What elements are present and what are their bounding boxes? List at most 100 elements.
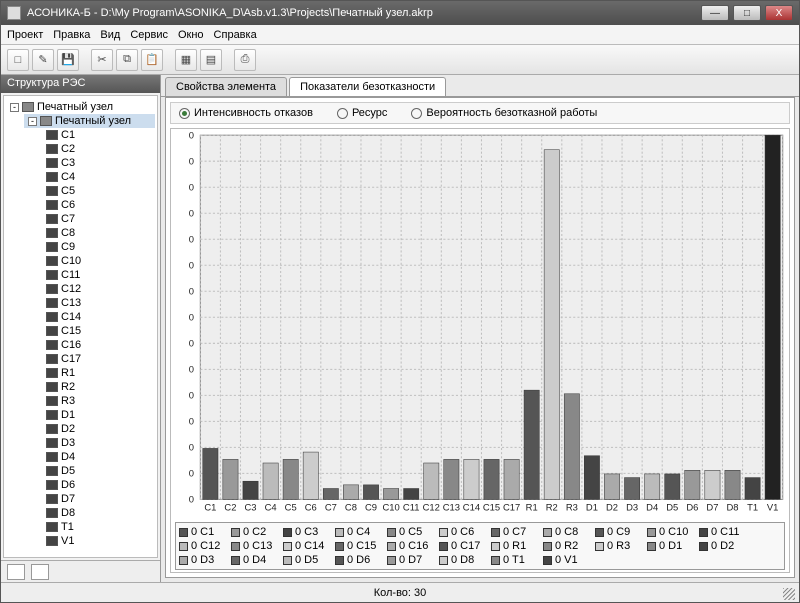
tree-leaf-D7[interactable]: D7 [42, 492, 155, 506]
svg-text:C11: C11 [403, 503, 420, 513]
bar-C5 [283, 459, 298, 499]
tab-properties[interactable]: Свойства элемента [165, 77, 287, 96]
legend-swatch-icon [647, 542, 656, 551]
tree-leaf-T1[interactable]: T1 [42, 520, 155, 534]
toolbar-button-11[interactable]: ⎙ [234, 49, 256, 71]
tree-leaf-C6[interactable]: C6 [42, 198, 155, 212]
legend-label: 0 C3 [295, 526, 318, 538]
resize-grip-icon[interactable] [783, 588, 795, 600]
tree-leaf-D8[interactable]: D8 [42, 506, 155, 520]
menu-item-2[interactable]: Вид [100, 29, 120, 41]
tree-expand-icon[interactable]: - [10, 103, 19, 112]
tree-leaf-D4[interactable]: D4 [42, 450, 155, 464]
tree-leaf-label: C2 [61, 143, 75, 155]
menu-item-5[interactable]: Справка [214, 29, 257, 41]
tree-leaf-C4[interactable]: C4 [42, 170, 155, 184]
chip-icon [46, 382, 58, 392]
svg-text:C4: C4 [265, 503, 277, 513]
tree-leaf-D2[interactable]: D2 [42, 422, 155, 436]
menu-item-1[interactable]: Правка [53, 29, 90, 41]
legend-swatch-icon [439, 556, 448, 565]
tree-leaf-C3[interactable]: C3 [42, 156, 155, 170]
svg-text:C7: C7 [325, 503, 337, 513]
svg-text:0: 0 [189, 443, 194, 453]
tree-leaf-C16[interactable]: C16 [42, 338, 155, 352]
tree-leaf-R1[interactable]: R1 [42, 366, 155, 380]
tree-leaf-R3[interactable]: R3 [42, 394, 155, 408]
tree-leaf-label: C11 [61, 269, 80, 281]
legend-item-C11: 0 C11 [699, 526, 743, 538]
tree-leaf-C9[interactable]: C9 [42, 240, 155, 254]
menu-item-3[interactable]: Сервис [130, 29, 168, 41]
chip-icon [46, 396, 58, 406]
toolbar-button-2[interactable]: 💾 [57, 49, 79, 71]
tabs: Свойства элемента Показатели безотказнос… [161, 75, 799, 97]
svg-text:0: 0 [189, 234, 194, 244]
radio-intensity[interactable]: Интенсивность отказов [179, 107, 313, 119]
tree-expand-icon[interactable]: - [28, 117, 37, 126]
tree-leaf-C7[interactable]: C7 [42, 212, 155, 226]
chip-icon [46, 270, 58, 280]
legend-swatch-icon [491, 556, 500, 565]
tab-reliability[interactable]: Показатели безотказности [289, 77, 446, 96]
tree-leaf-C5[interactable]: C5 [42, 184, 155, 198]
legend-label: 0 D7 [399, 554, 422, 566]
chip-icon [46, 466, 58, 476]
tree-leaf-label: T1 [61, 521, 74, 533]
tree-child[interactable]: -Печатный узел [24, 114, 155, 128]
tree-leaf-C11[interactable]: C11 [42, 268, 155, 282]
tree-leaf-D3[interactable]: D3 [42, 436, 155, 450]
tree-leaf-D1[interactable]: D1 [42, 408, 155, 422]
legend-swatch-icon [179, 528, 188, 537]
svg-text:C2: C2 [224, 503, 236, 513]
toolbar-button-0[interactable]: □ [7, 49, 29, 71]
tree-leaf-C14[interactable]: C14 [42, 310, 155, 324]
tree-leaf-D5[interactable]: D5 [42, 464, 155, 478]
legend-swatch-icon [179, 542, 188, 551]
bar-D7 [705, 470, 720, 499]
tree-leaf-C2[interactable]: C2 [42, 142, 155, 156]
tree-leaf-C1[interactable]: C1 [42, 128, 155, 142]
svg-text:V1: V1 [767, 503, 779, 513]
legend-item-C5: 0 C5 [387, 526, 431, 538]
legend-label: 0 C2 [243, 526, 266, 538]
legend-label: 0 C10 [659, 526, 688, 538]
toolbar-button-5[interactable]: ⧉ [116, 49, 138, 71]
svg-text:C14: C14 [463, 503, 480, 513]
tree-leaf-R2[interactable]: R2 [42, 380, 155, 394]
tree[interactable]: -Печатный узел-Печатный узелC1C2C3C4C5C6… [3, 95, 158, 558]
menu-item-4[interactable]: Окно [178, 29, 204, 41]
tree-leaf-C8[interactable]: C8 [42, 226, 155, 240]
tree-root[interactable]: -Печатный узел [6, 100, 155, 114]
tree-leaf-V1[interactable]: V1 [42, 534, 155, 548]
toolbar-button-6[interactable]: 📋 [141, 49, 163, 71]
tree-leaf-C15[interactable]: C15 [42, 324, 155, 338]
legend-swatch-icon [283, 542, 292, 551]
minimize-button[interactable]: — [701, 5, 729, 21]
toolbar-button-1[interactable]: ✎ [32, 49, 54, 71]
close-button[interactable]: X [765, 5, 793, 21]
legend-label: 0 C14 [295, 540, 324, 552]
radio-probability[interactable]: Вероятность безотказной работы [411, 107, 597, 119]
legend-swatch-icon [439, 542, 448, 551]
legend-label: 0 D6 [347, 554, 370, 566]
radio-resource[interactable]: Ресурс [337, 107, 387, 119]
bar-D4 [645, 474, 660, 499]
tree-leaf-C10[interactable]: C10 [42, 254, 155, 268]
tree-leaf-label: D7 [61, 493, 75, 505]
tree-leaf-C12[interactable]: C12 [42, 282, 155, 296]
legend-swatch-icon [543, 528, 552, 537]
tree-leaf-D6[interactable]: D6 [42, 478, 155, 492]
toolbar-button-9[interactable]: ▤ [200, 49, 222, 71]
toolbar-button-8[interactable]: ▦ [175, 49, 197, 71]
maximize-button[interactable]: □ [733, 5, 761, 21]
legend-label: 0 C7 [503, 526, 526, 538]
menu-item-0[interactable]: Проект [7, 29, 43, 41]
sidebar-btn-2[interactable] [31, 564, 49, 580]
tree-leaf-C17[interactable]: C17 [42, 352, 155, 366]
legend-swatch-icon [387, 528, 396, 537]
svg-text:D4: D4 [646, 503, 658, 513]
sidebar-btn-1[interactable] [7, 564, 25, 580]
toolbar-button-4[interactable]: ✂ [91, 49, 113, 71]
tree-leaf-C13[interactable]: C13 [42, 296, 155, 310]
